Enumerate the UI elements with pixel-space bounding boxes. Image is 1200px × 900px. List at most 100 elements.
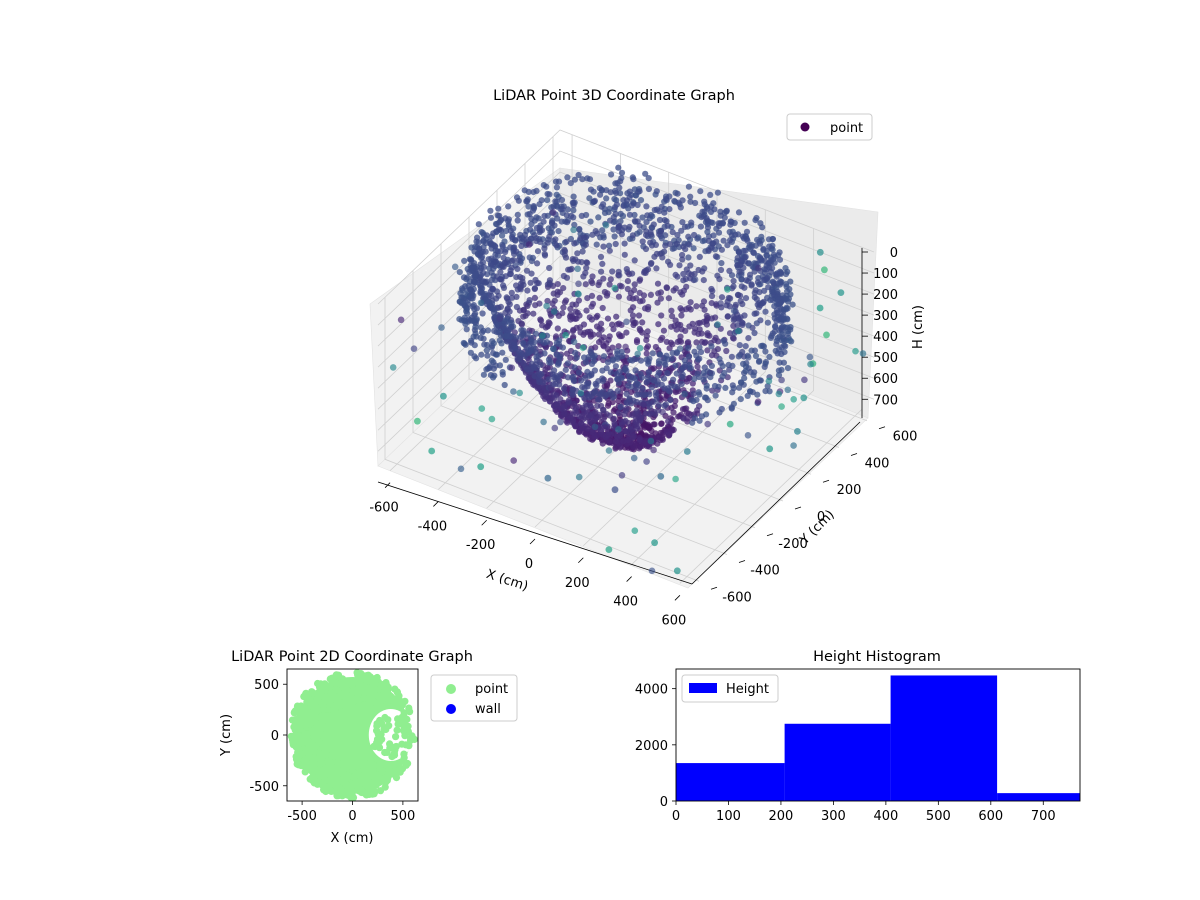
point-3d bbox=[685, 254, 692, 261]
point-3d bbox=[569, 374, 576, 381]
grid-line-z bbox=[377, 150, 875, 326]
z-tick-label-3d: 600 bbox=[873, 372, 898, 387]
point-3d bbox=[772, 323, 779, 330]
point-3d bbox=[463, 306, 470, 313]
point-2d bbox=[388, 753, 396, 761]
point-3d bbox=[467, 286, 474, 293]
point-3d bbox=[645, 175, 652, 182]
point-3d bbox=[759, 224, 766, 231]
point-3d bbox=[603, 391, 610, 398]
point-3d bbox=[604, 359, 612, 366]
point-3d bbox=[598, 268, 605, 275]
point-3d bbox=[578, 212, 585, 219]
point-3d bbox=[534, 279, 541, 287]
point-3d bbox=[716, 355, 723, 362]
point-3d bbox=[557, 396, 564, 403]
point-3d bbox=[487, 214, 495, 221]
point-3d bbox=[589, 231, 596, 238]
point-3d bbox=[703, 321, 711, 328]
point-3d bbox=[662, 232, 669, 239]
point-3d-outlier bbox=[615, 426, 622, 433]
point-3d bbox=[555, 178, 563, 185]
point-3d-outlier bbox=[673, 567, 681, 575]
x-tick-label-2d: -500 bbox=[287, 809, 317, 824]
point-3d bbox=[502, 273, 509, 280]
point-2d bbox=[348, 789, 356, 798]
point-3d bbox=[680, 270, 687, 278]
point-3d-outlier bbox=[570, 338, 578, 346]
point-2d bbox=[359, 772, 367, 780]
point-2d bbox=[370, 742, 378, 751]
point-3d bbox=[621, 240, 628, 247]
point-3d-outlier bbox=[615, 272, 623, 279]
point-3d bbox=[596, 339, 603, 346]
point-3d bbox=[563, 212, 570, 219]
point-3d bbox=[761, 257, 769, 264]
point-3d-outlier bbox=[640, 401, 647, 408]
point-3d bbox=[593, 432, 600, 439]
point-3d bbox=[499, 243, 506, 250]
point-3d bbox=[753, 320, 760, 327]
point-3d-outlier bbox=[451, 263, 459, 271]
point-3d bbox=[615, 293, 623, 300]
point-3d bbox=[467, 256, 475, 263]
z-tick-label-3d: 100 bbox=[873, 267, 898, 282]
point-3d-outlier bbox=[525, 241, 533, 248]
point-2d bbox=[386, 696, 394, 704]
point-3d bbox=[776, 300, 783, 307]
point-3d bbox=[766, 353, 773, 360]
point-3d bbox=[765, 284, 772, 291]
point-3d bbox=[521, 187, 528, 194]
point-3d bbox=[784, 328, 792, 335]
point-3d bbox=[611, 233, 618, 240]
point-2d bbox=[303, 730, 311, 739]
point-2d bbox=[307, 761, 315, 769]
point-3d bbox=[516, 348, 523, 355]
point-3d bbox=[641, 439, 648, 446]
point-3d bbox=[739, 301, 746, 308]
point-3d bbox=[514, 265, 521, 272]
y-tick-label-3d: 400 bbox=[865, 456, 890, 471]
point-3d bbox=[775, 367, 783, 374]
point-3d bbox=[747, 271, 754, 278]
point-3d bbox=[710, 200, 717, 207]
point-3d-outlier bbox=[650, 446, 657, 454]
point-3d bbox=[613, 201, 621, 208]
point-2d bbox=[315, 683, 324, 691]
point-2d bbox=[301, 768, 309, 776]
point-3d bbox=[572, 315, 579, 322]
point-3d bbox=[782, 270, 790, 278]
point-3d bbox=[635, 312, 643, 319]
point-3d bbox=[750, 372, 757, 379]
point-3d bbox=[663, 352, 670, 359]
legend-label-point: point bbox=[830, 121, 863, 136]
point-2d bbox=[302, 689, 310, 697]
point-3d bbox=[761, 287, 768, 294]
point-3d bbox=[495, 205, 502, 212]
histogram-bar bbox=[676, 763, 785, 801]
point-3d bbox=[777, 269, 785, 276]
point-3d bbox=[596, 396, 603, 403]
point-3d bbox=[488, 233, 495, 240]
point-3d bbox=[494, 248, 501, 255]
grid-line-z bbox=[377, 234, 875, 410]
point-3d bbox=[553, 242, 560, 249]
point-3d-outlier bbox=[859, 350, 867, 357]
point-3d bbox=[705, 247, 712, 255]
point-3d bbox=[612, 240, 619, 248]
point-3d bbox=[775, 372, 783, 379]
point-3d bbox=[737, 379, 745, 386]
point-3d bbox=[683, 306, 690, 313]
point-3d bbox=[530, 344, 537, 351]
point-3d-outlier bbox=[557, 418, 564, 426]
point-3d bbox=[562, 254, 570, 261]
point-3d-outlier bbox=[794, 428, 801, 435]
point-3d bbox=[603, 195, 610, 202]
point-cloud-2d bbox=[287, 669, 418, 801]
point-3d bbox=[490, 374, 497, 381]
point-3d bbox=[644, 212, 651, 219]
point-3d bbox=[758, 233, 765, 240]
point-2d bbox=[394, 696, 402, 705]
point-3d bbox=[625, 382, 632, 389]
point-3d bbox=[508, 294, 516, 301]
